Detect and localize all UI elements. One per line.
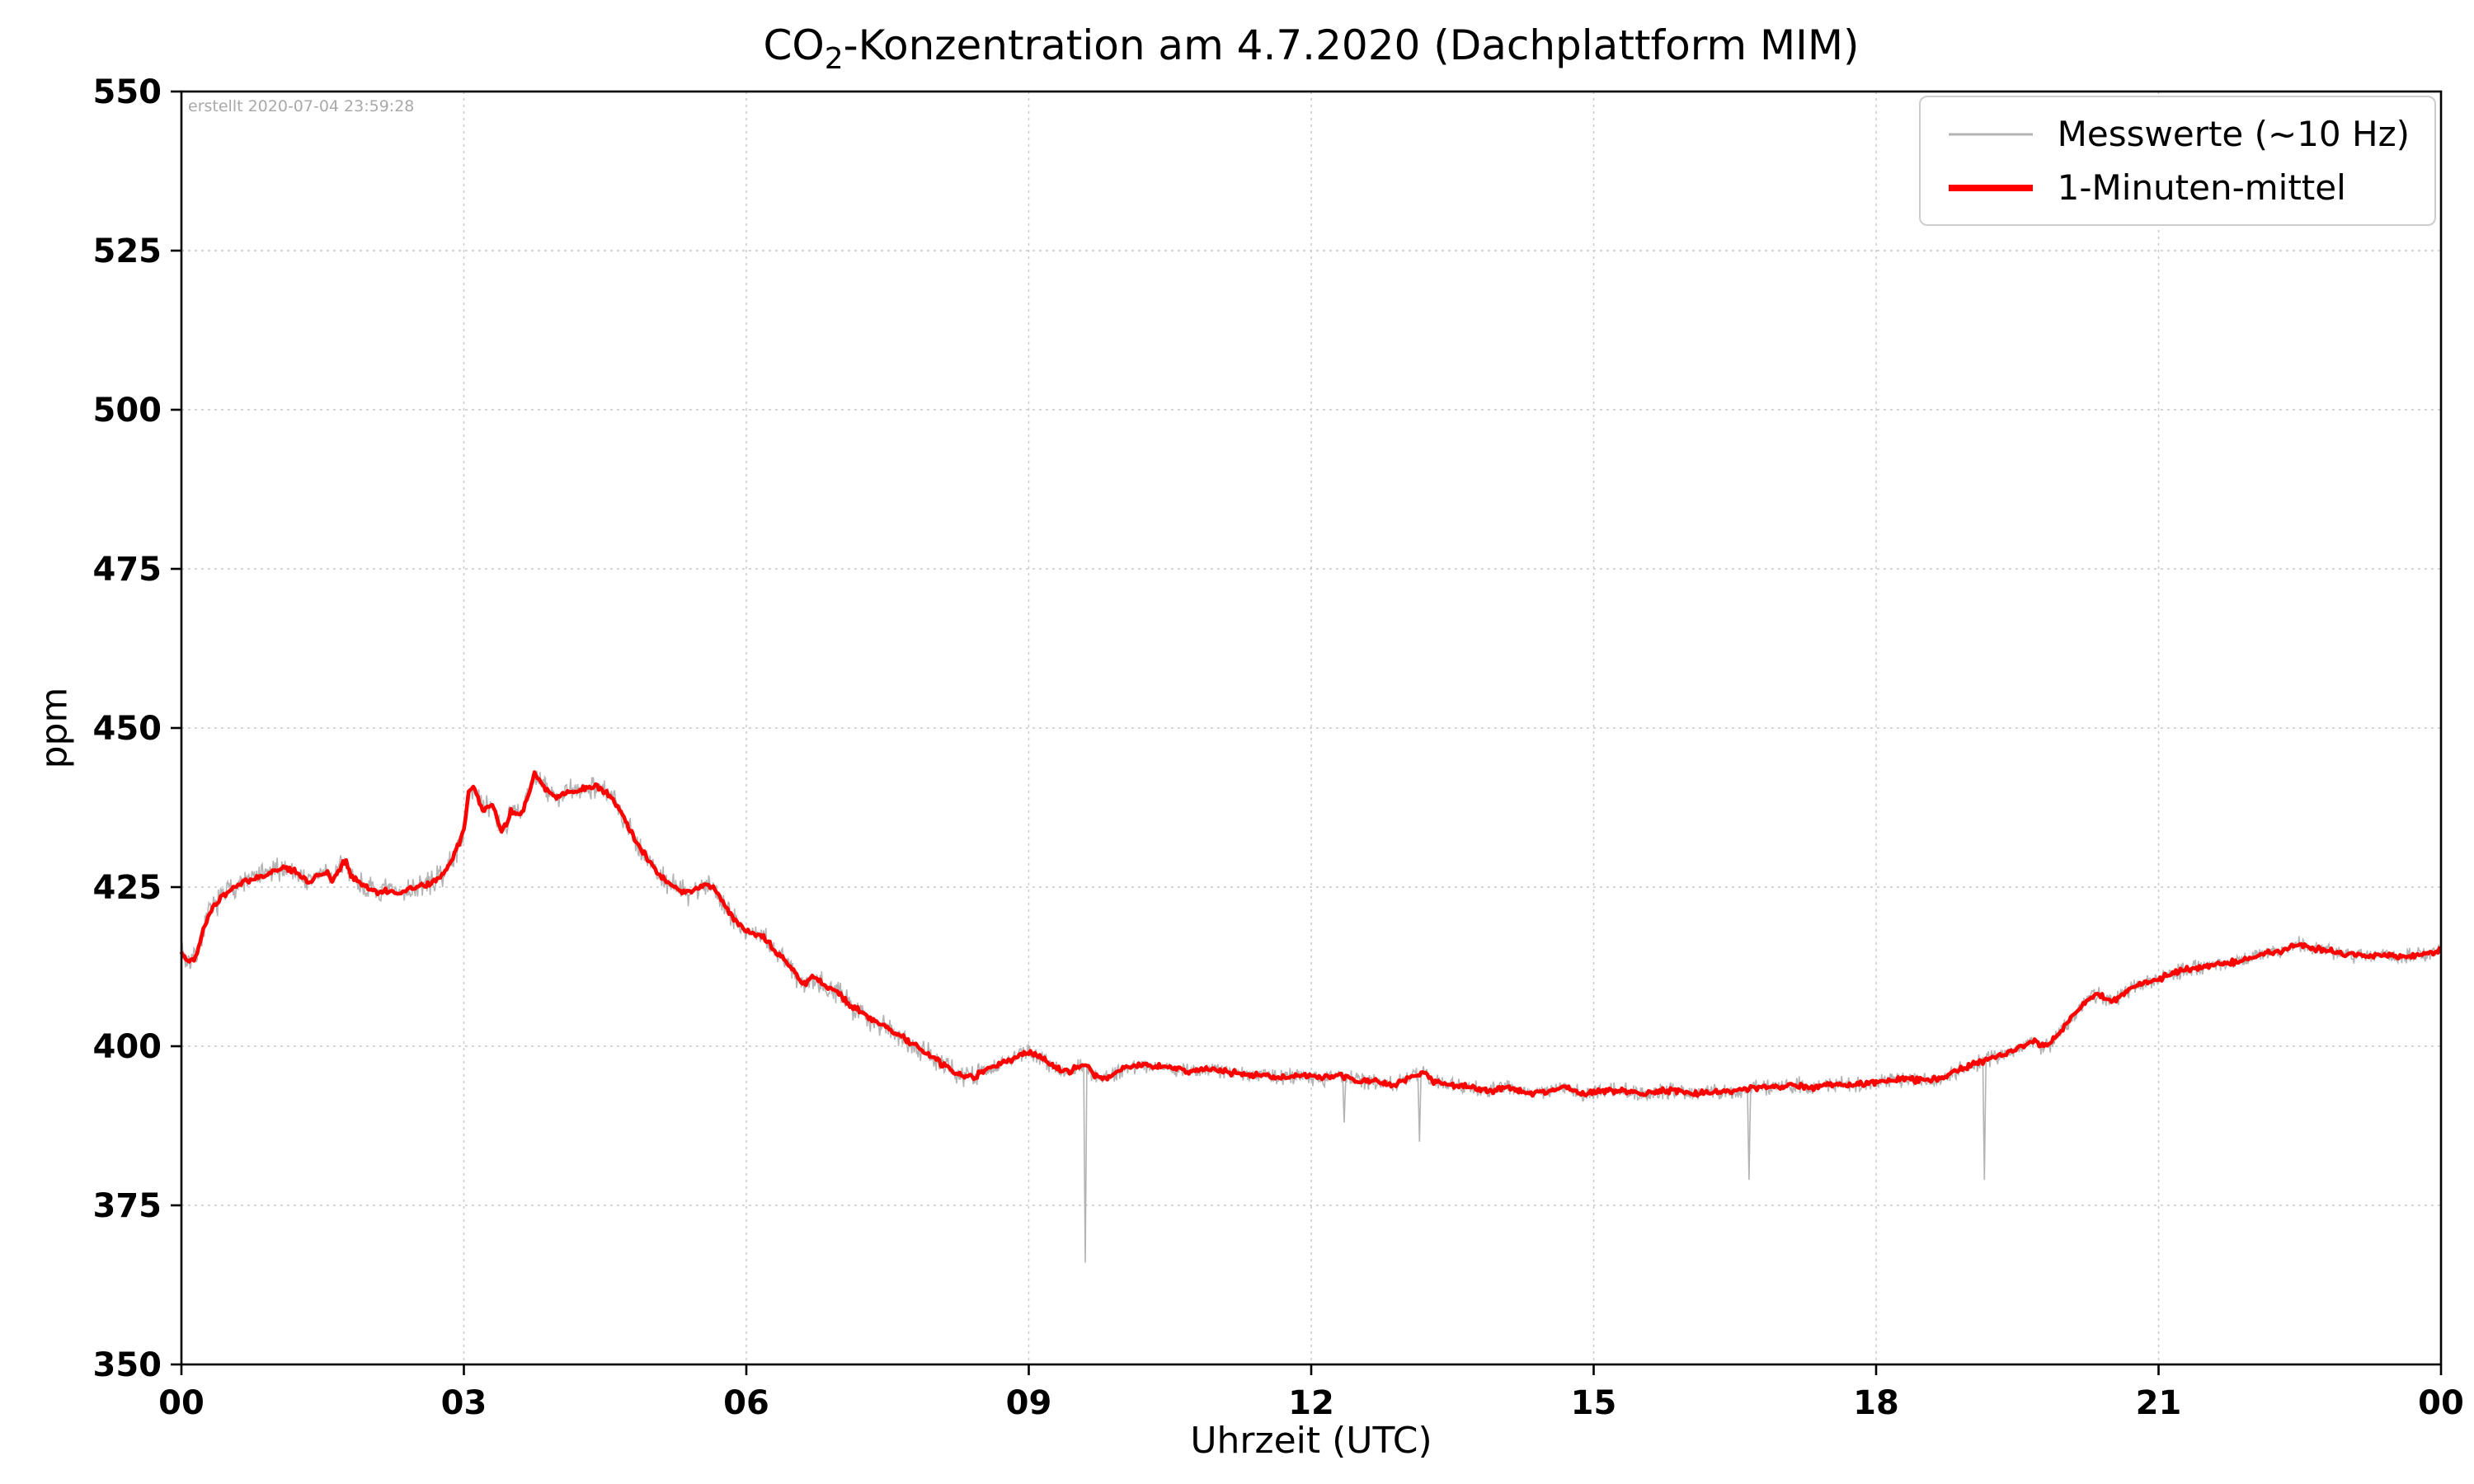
mean-line-swatch xyxy=(1948,184,2033,191)
svg-text:450: 450 xyxy=(93,710,162,748)
svg-text:21: 21 xyxy=(2136,1384,2182,1422)
svg-text:500: 500 xyxy=(93,392,162,430)
legend-item-minute-mean: 1-Minuten-mittel xyxy=(1945,167,2410,208)
y-axis-label: ppm xyxy=(33,687,76,769)
raw-line-swatch xyxy=(1948,133,2033,135)
svg-text:425: 425 xyxy=(93,869,162,907)
x-axis-label: Uhrzeit (UTC) xyxy=(1190,1420,1432,1462)
svg-text:525: 525 xyxy=(93,232,162,270)
chart-title: CO2-Konzentration am 4.7.2020 (Dachplatt… xyxy=(181,21,2441,76)
chart-title-pre: CO xyxy=(763,21,825,69)
svg-text:400: 400 xyxy=(93,1028,162,1066)
svg-text:12: 12 xyxy=(1288,1384,1334,1422)
svg-text:03: 03 xyxy=(441,1384,487,1422)
svg-text:18: 18 xyxy=(1853,1384,1899,1422)
svg-text:350: 350 xyxy=(93,1346,162,1384)
svg-text:06: 06 xyxy=(723,1384,769,1422)
created-timestamp: erstellt 2020-07-04 23:59:28 xyxy=(188,97,415,115)
svg-text:375: 375 xyxy=(93,1187,162,1225)
legend-item-raw: Messwerte (~10 Hz) xyxy=(1945,114,2410,154)
svg-text:475: 475 xyxy=(93,551,162,589)
svg-text:00: 00 xyxy=(2418,1384,2464,1422)
svg-text:00: 00 xyxy=(158,1384,205,1422)
chart-title-post: -Konzentration am 4.7.2020 (Dachplattfor… xyxy=(843,21,1860,69)
legend-label-raw: Messwerte (~10 Hz) xyxy=(2057,114,2410,154)
svg-text:550: 550 xyxy=(93,73,162,111)
legend: Messwerte (~10 Hz) 1-Minuten-mittel xyxy=(1918,96,2436,226)
legend-label-minute-mean: 1-Minuten-mittel xyxy=(2057,167,2346,208)
chart-title-subscript: 2 xyxy=(824,42,844,76)
svg-text:15: 15 xyxy=(1571,1384,1617,1422)
svg-text:09: 09 xyxy=(1006,1384,1052,1422)
